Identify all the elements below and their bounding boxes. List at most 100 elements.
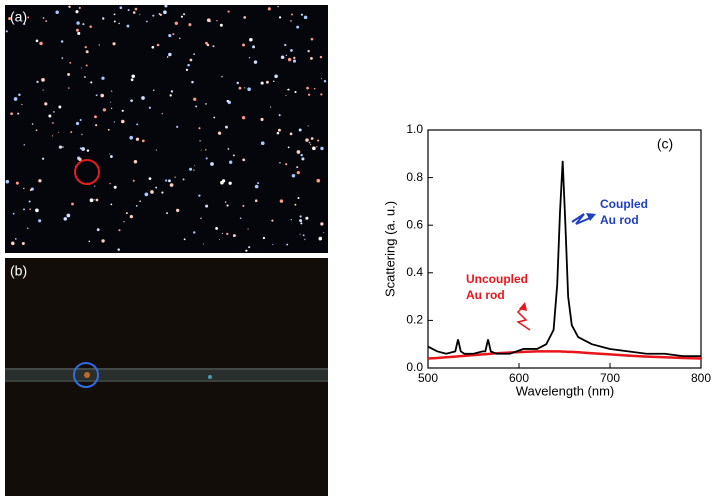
particle: [310, 57, 313, 60]
particle: [53, 111, 55, 113]
particle: [112, 42, 115, 45]
particle: [38, 219, 41, 222]
particle: [270, 106, 271, 107]
particle: [62, 146, 64, 148]
particle: [96, 94, 98, 96]
particle: [227, 100, 229, 102]
particle: [222, 233, 223, 234]
particle: [183, 13, 185, 15]
particle: [68, 87, 69, 88]
particle: [166, 212, 168, 214]
particle: [58, 106, 61, 109]
plot: 0.00.20.40.60.81.0500600700800: [406, 122, 711, 385]
particle: [297, 150, 301, 154]
particle: [118, 23, 120, 25]
particle: [288, 146, 290, 148]
particle: [39, 42, 42, 45]
particle: [52, 122, 54, 124]
particle: [38, 179, 41, 182]
y-axis-label: Scattering (a. u.): [382, 201, 397, 297]
particle: [6, 180, 10, 184]
particle: [317, 140, 319, 142]
particle: [99, 44, 100, 45]
particle: [139, 200, 141, 202]
particle: [240, 217, 242, 219]
particle: [66, 214, 70, 218]
particle: [30, 189, 32, 191]
particle: [199, 140, 200, 141]
particle: [242, 205, 244, 207]
particle: [43, 89, 44, 90]
particle: [71, 203, 74, 206]
particle: [291, 219, 292, 220]
particle: [97, 228, 100, 231]
particle: [52, 135, 53, 136]
particle: [17, 113, 19, 115]
particle: [297, 171, 300, 174]
particle: [11, 242, 15, 246]
particle: [82, 23, 84, 25]
particle: [206, 157, 208, 159]
particle: [159, 13, 161, 15]
particle: [133, 11, 136, 14]
particle: [300, 154, 302, 156]
particle: [86, 64, 88, 66]
particle: [288, 58, 291, 61]
particle: [89, 25, 92, 28]
particle: [320, 93, 322, 95]
particle: [35, 208, 39, 212]
particle: [200, 218, 201, 219]
particle: [229, 161, 232, 164]
particle: [233, 234, 236, 237]
particle: [149, 177, 152, 180]
particle: [304, 16, 308, 20]
x-tick-label: 800: [691, 371, 711, 385]
particle: [247, 228, 248, 229]
particle: [168, 34, 171, 37]
particle: [111, 91, 112, 92]
particle: [27, 16, 29, 18]
particle: [298, 197, 300, 199]
particle: [94, 199, 95, 200]
particle: [15, 238, 17, 240]
figure: (a) (b) (c) Wavelength (nm) Scattering (…: [0, 0, 717, 501]
particle: [290, 133, 293, 136]
particle: [102, 17, 104, 19]
particle: [152, 15, 154, 17]
particle: [70, 131, 72, 133]
particle: [293, 57, 295, 59]
particle: [205, 149, 207, 151]
particle: [48, 114, 51, 117]
particle: [229, 182, 232, 185]
particle: [69, 62, 71, 64]
particle: [287, 89, 288, 90]
particle: [210, 162, 214, 166]
particle: [279, 162, 281, 164]
particle: [150, 190, 154, 194]
particle: [311, 137, 314, 140]
particle: [181, 16, 183, 18]
particle: [292, 174, 296, 178]
particle: [179, 38, 181, 40]
particle: [13, 213, 15, 215]
panel-label: (c): [657, 136, 673, 152]
particle: [127, 25, 130, 28]
particle: [311, 38, 314, 41]
particle: [304, 239, 305, 240]
particle: [80, 119, 82, 121]
particle: [130, 215, 133, 218]
particle: [87, 149, 89, 151]
annotation: Coupled: [600, 197, 648, 211]
particle: [225, 126, 228, 129]
particle: [187, 64, 190, 67]
particle: [273, 80, 275, 82]
particle: [168, 53, 172, 57]
particle: [213, 117, 215, 119]
particle: [118, 229, 120, 231]
particle: [170, 183, 174, 187]
particle: [201, 150, 202, 151]
particle: [277, 6, 278, 7]
particle: [300, 215, 302, 217]
particle: [215, 227, 218, 230]
particle: [323, 232, 324, 233]
